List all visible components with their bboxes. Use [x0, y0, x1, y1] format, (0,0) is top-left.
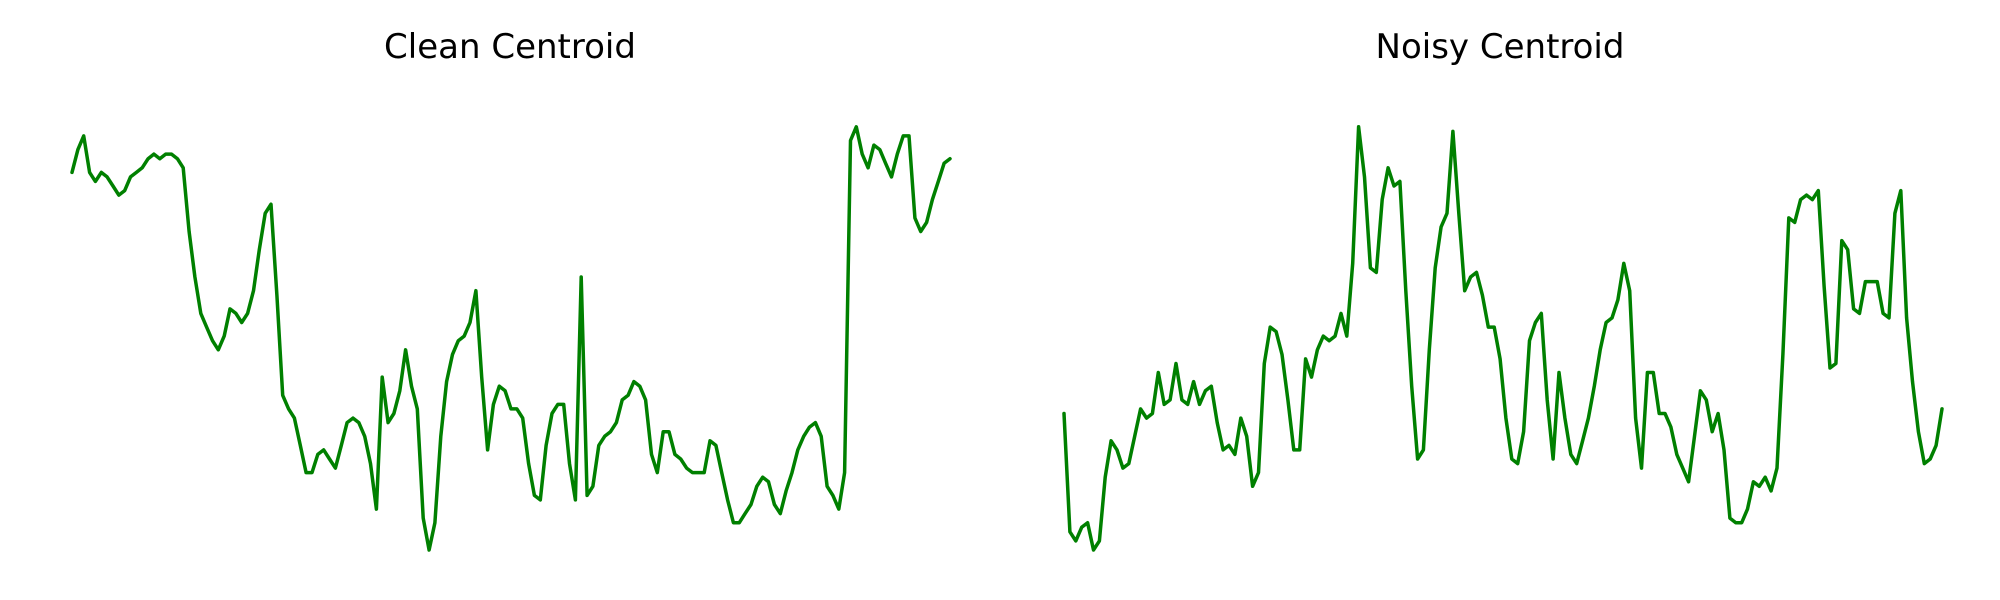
panel-noisy-centroid: Noisy Centroid: [1062, 27, 1944, 552]
plot-area-clean: [70, 125, 952, 552]
chart-title-clean: Clean Centroid: [384, 27, 636, 67]
series-line-0: [70, 125, 952, 552]
plot-area-noisy: [1062, 125, 1944, 552]
series-line-0: [1062, 125, 1944, 552]
chart-title-noisy: Noisy Centroid: [1376, 27, 1625, 67]
panel-clean-centroid: Clean Centroid: [70, 27, 952, 552]
